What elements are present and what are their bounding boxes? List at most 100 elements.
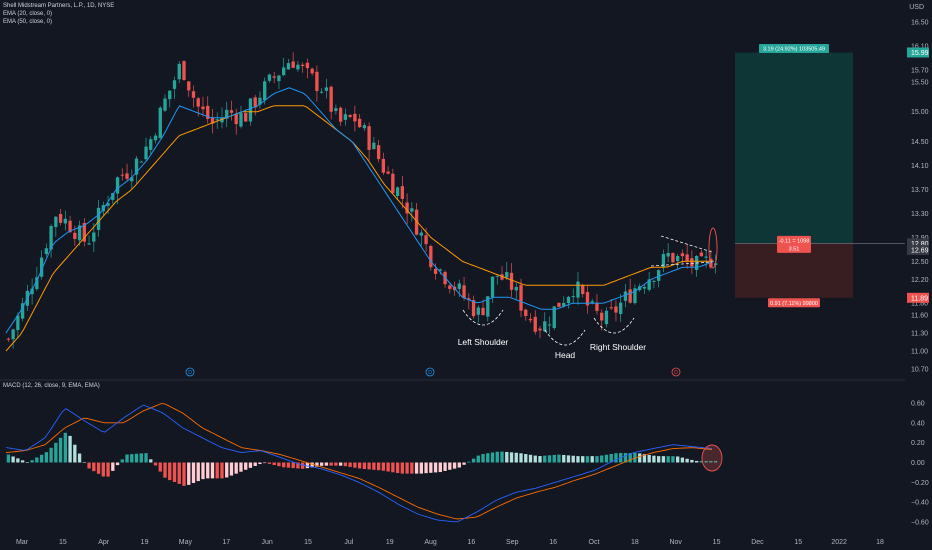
candle-body (11, 329, 15, 340)
candlesticks (6, 52, 718, 349)
macd-axis-label: 0.60 (911, 400, 925, 407)
histogram-bar (106, 462, 110, 477)
histogram-bar (386, 462, 390, 472)
histogram-bar (25, 462, 30, 463)
histogram-bar (182, 462, 186, 486)
histogram-bar (77, 453, 82, 463)
histogram-bar (11, 456, 15, 463)
time-axis-label: Sep (506, 539, 519, 546)
currency-label: USD (909, 4, 924, 11)
time-axis-label: Mar (16, 539, 29, 546)
candle-body (215, 119, 219, 121)
histogram-bar (457, 462, 461, 468)
ema-lines (5, 87, 715, 352)
candle-body (647, 279, 651, 290)
candle-body (519, 284, 523, 311)
candle-body (334, 108, 338, 111)
macd-axis-label: 0.40 (911, 420, 925, 427)
histogram-bar (566, 455, 571, 463)
histogram-bar (291, 462, 295, 469)
ema20-legend: EMA (20, close, 0) (3, 11, 53, 17)
time-axis-label: May (179, 539, 193, 546)
candle-body (538, 328, 542, 331)
candle-body (172, 80, 177, 89)
histogram-bar (509, 452, 514, 463)
entry-price-tag-bg (907, 238, 929, 249)
candle-body (505, 272, 509, 278)
histogram-bar (134, 453, 139, 463)
candle-body (319, 91, 324, 93)
candle-body (35, 277, 39, 290)
histogram-bar (690, 459, 694, 463)
candle-body (182, 61, 186, 81)
price-axis-label: 16.50 (911, 19, 929, 26)
histogram-bar (187, 462, 191, 485)
candle-body (234, 113, 238, 125)
candle-body (258, 97, 262, 105)
candle-body (547, 324, 552, 326)
price-axis-label: 14.50 (911, 139, 929, 146)
candle-body (139, 161, 143, 163)
histogram-bar (685, 458, 689, 463)
histogram-bar (30, 460, 34, 463)
position-zones: 3.19 (24.92%) 103505.49 -0.11 = 1098 3.51 0… (735, 43, 905, 308)
histogram-bar (557, 454, 561, 463)
histogram-bar (6, 454, 11, 463)
histogram-bar (652, 455, 656, 463)
event-marker (671, 367, 681, 377)
histogram-bar (647, 454, 651, 463)
time-axis-label: Aug (424, 539, 437, 546)
price-axis-label: 15.70 (911, 67, 929, 74)
candle-body (357, 118, 362, 128)
event-marker (425, 367, 435, 377)
candle-body (206, 105, 210, 119)
candle-body (486, 296, 490, 317)
price-axis-label: 16.10 (911, 43, 929, 50)
candle-body (286, 63, 291, 70)
candle-body (571, 296, 575, 298)
histogram-bar (92, 462, 96, 472)
candle-body (619, 302, 623, 315)
histogram-bar (680, 457, 685, 463)
event-marker-label: D (188, 370, 192, 376)
candle-body (244, 112, 248, 122)
candle-body (690, 258, 694, 267)
ema50-line (5, 105, 714, 352)
candle-body (623, 291, 628, 301)
candle-body (343, 114, 348, 120)
candle-body (680, 253, 685, 257)
time-axis-label: 19 (141, 539, 149, 546)
histogram-bar (125, 454, 129, 463)
histogram-bar (443, 462, 447, 471)
histogram-bar (528, 454, 533, 463)
candle-body (381, 158, 386, 173)
time-axis-label: Nov (669, 539, 682, 546)
histogram-bar (253, 462, 257, 466)
histogram-bar (39, 454, 44, 463)
pattern-label: Left Shoulder (458, 337, 509, 347)
histogram-bar (338, 462, 343, 466)
histogram-bar (58, 437, 63, 463)
histogram-bar (49, 447, 53, 463)
histogram-bar (628, 452, 632, 463)
entry-label-1-bg (777, 235, 811, 245)
histogram-bar (552, 454, 556, 463)
candle-body (277, 75, 281, 82)
histogram-bar (201, 462, 205, 480)
candle-body (324, 87, 329, 91)
histogram-bar (87, 462, 91, 469)
candle-body (120, 174, 124, 176)
price-axis-label: 11.80 (911, 301, 928, 308)
candle-body (372, 142, 376, 150)
candle-body (125, 173, 129, 179)
stop-price-tag: 11.89 (911, 295, 928, 302)
candle-body (562, 302, 566, 307)
time-axis-label: 18 (876, 539, 884, 546)
candle-body (96, 207, 101, 230)
histogram-bar (248, 462, 253, 468)
price-axis-label: 11.60 (911, 313, 928, 320)
candle-body (657, 270, 661, 281)
histogram-bar (324, 462, 329, 466)
histogram-bar (419, 462, 423, 474)
